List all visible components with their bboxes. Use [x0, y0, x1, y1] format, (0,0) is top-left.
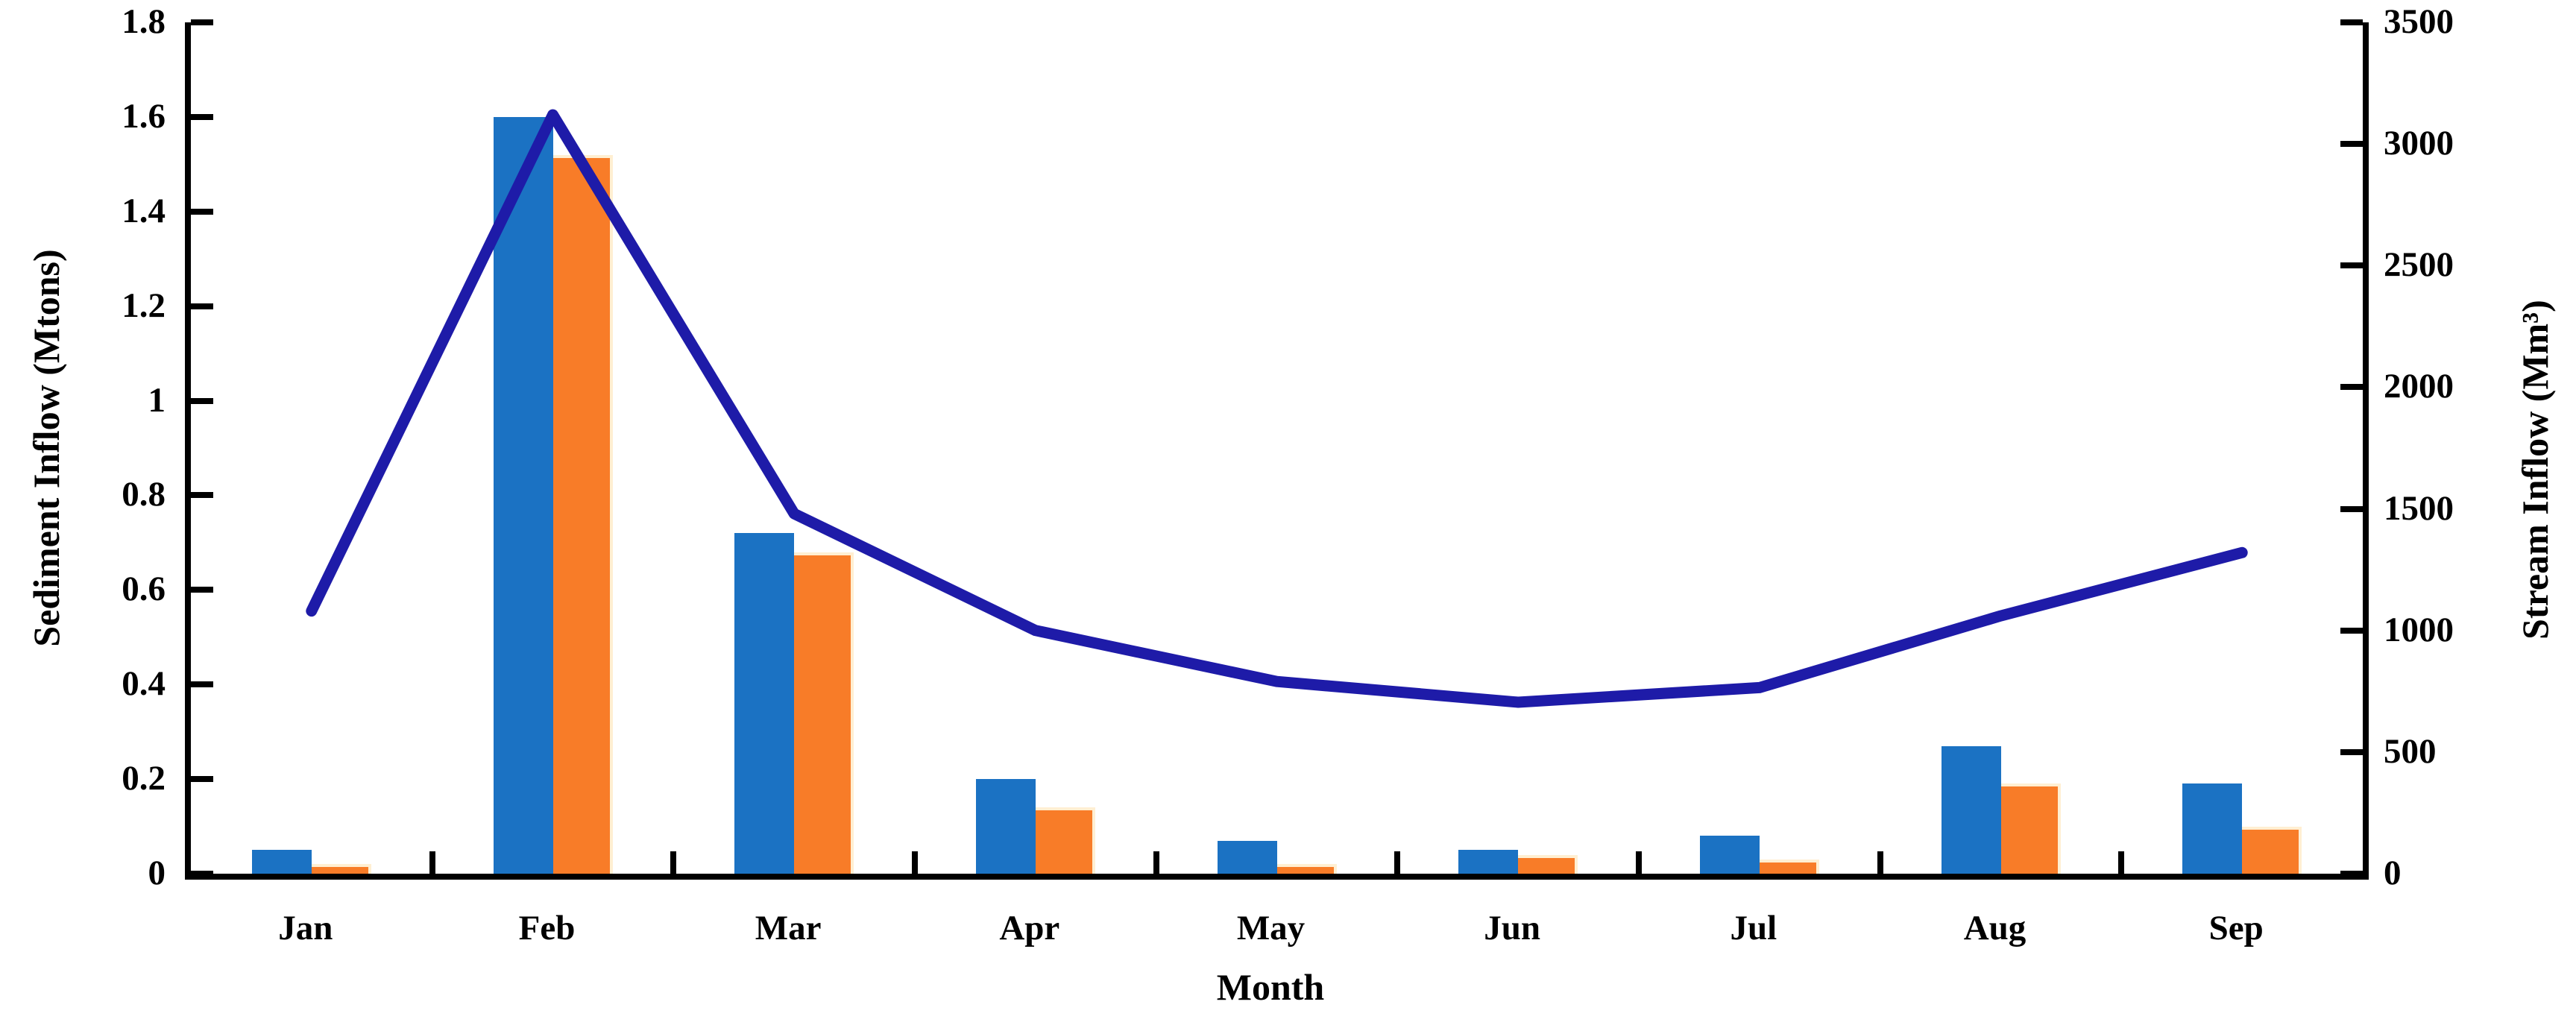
left-axis-tick-label: 0 — [148, 854, 166, 892]
bar-jun-series2 — [1518, 854, 1578, 874]
left-axis-tick — [191, 113, 213, 120]
right-axis-tick-label: 3500 — [2384, 2, 2454, 41]
x-axis-tick-label-apr: Apr — [999, 909, 1060, 947]
bar-jun-series1 — [1458, 850, 1519, 874]
left-axis-tick-label: 1.8 — [122, 2, 166, 41]
left-axis-tick — [191, 776, 213, 783]
x-axis-tick — [1394, 851, 1401, 874]
x-axis-tick — [1877, 851, 1883, 874]
x-axis-tick-label-jan: Jan — [278, 909, 333, 947]
right-axis-tick-label: 1500 — [2384, 488, 2454, 528]
x-axis-tick-label-may: May — [1236, 909, 1306, 947]
x-axis-tick-label-jul: Jul — [1730, 909, 1777, 947]
right-axis-tick-label: 0 — [2384, 854, 2402, 892]
x-axis-tick — [670, 851, 677, 874]
right-axis-tick-label: 500 — [2384, 731, 2437, 771]
x-axis-tick-label-mar: Mar — [755, 909, 822, 947]
x-axis-tick — [2118, 851, 2125, 874]
right-axis-tick — [2340, 384, 2363, 391]
right-axis-tick — [2340, 627, 2363, 634]
left-axis-tick — [191, 19, 213, 25]
left-axis-tick-label: 1.6 — [122, 96, 166, 136]
left-axis-tick-label: 0.2 — [122, 759, 166, 798]
bar-aug-series2 — [2000, 783, 2061, 874]
right-axis-tick — [2340, 505, 2363, 512]
plot-area — [185, 19, 2369, 880]
bar-jan-series1 — [251, 850, 312, 874]
left-axis-tick — [191, 303, 213, 309]
bar-jul-series1 — [1699, 836, 1760, 874]
x-axis-tick — [1636, 851, 1642, 874]
x-axis-tick — [429, 851, 435, 874]
right-axis-tick-label: 1000 — [2384, 610, 2454, 649]
x-axis-tick-label-aug: Aug — [1963, 909, 2027, 947]
left-axis-tick-label: 0.8 — [122, 475, 166, 514]
x-axis-title: Month — [1216, 966, 1325, 1008]
x-axis-tick — [1153, 851, 1159, 874]
bar-apr-series1 — [975, 779, 1036, 874]
bar-may-series1 — [1217, 840, 1277, 874]
left-axis-tick — [191, 871, 213, 877]
right-axis-title: Stream Inflow (Mm³) — [2514, 300, 2556, 640]
right-axis-tick — [2340, 19, 2363, 25]
x-axis-tick-label-sep: Sep — [2208, 909, 2264, 947]
x-axis-tick-label-feb: Feb — [518, 909, 576, 947]
right-axis-tick — [2340, 871, 2363, 877]
left-axis-tick — [191, 492, 213, 499]
bar-may-series2 — [1276, 864, 1337, 874]
bar-feb-series2 — [552, 154, 613, 874]
left-axis-tick-label: 0.6 — [122, 570, 166, 609]
left-axis-tick-label: 0.4 — [122, 664, 166, 704]
bar-mar-series1 — [734, 533, 795, 874]
left-axis-tick — [191, 397, 213, 404]
right-axis-tick — [2340, 262, 2363, 269]
right-axis-tick — [2340, 748, 2363, 755]
bar-jul-series2 — [1759, 859, 1819, 874]
bar-sep-series2 — [2242, 826, 2302, 874]
bar-apr-series2 — [1035, 807, 1095, 874]
left-axis-tick-label: 1 — [148, 380, 166, 420]
x-axis-tick-label-jun: Jun — [1484, 909, 1541, 947]
left-axis-tick-label: 1.4 — [122, 191, 166, 230]
left-axis-tick-label: 1.2 — [122, 286, 166, 325]
x-axis-tick — [912, 851, 918, 874]
left-axis-tick — [191, 587, 213, 593]
right-axis-tick — [2340, 141, 2363, 148]
bar-feb-series1 — [493, 116, 553, 874]
left-axis-tick — [191, 681, 213, 688]
right-axis-tick-label: 3000 — [2384, 124, 2454, 163]
bar-sep-series1 — [2182, 783, 2243, 874]
right-axis-tick-label: 2500 — [2384, 245, 2454, 285]
bar-jan-series2 — [311, 864, 371, 874]
right-axis-tick-label: 2000 — [2384, 367, 2454, 406]
left-axis-tick — [191, 208, 213, 215]
bar-mar-series2 — [794, 552, 854, 874]
bar-aug-series1 — [1941, 745, 2001, 874]
